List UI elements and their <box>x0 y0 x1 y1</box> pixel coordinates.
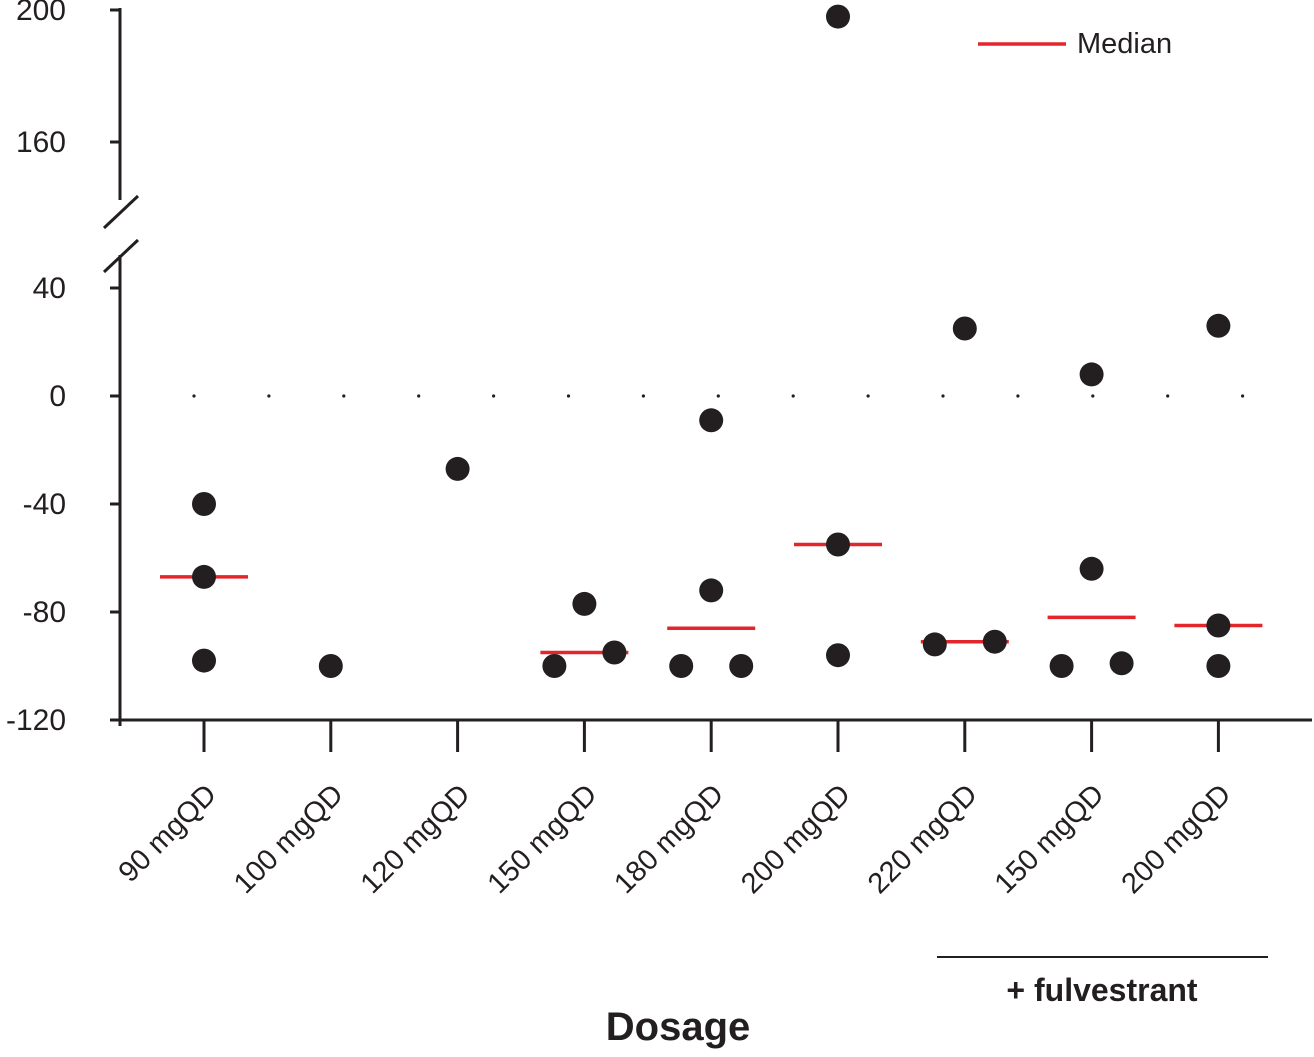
x-tick-label: 200 mgQD <box>1116 778 1238 900</box>
data-point <box>699 408 724 433</box>
reference-dot <box>791 394 795 398</box>
y-tick-label: -40 <box>23 488 66 521</box>
x-tick-label: 90 mgQD <box>113 778 223 888</box>
data-point <box>952 316 977 341</box>
y-tick-label: 200 <box>16 0 66 27</box>
reference-dot <box>641 394 646 398</box>
data-point <box>826 4 850 29</box>
reference-dot <box>1166 394 1170 398</box>
legend-median-label: Median <box>1077 28 1172 60</box>
reference-dot <box>342 394 346 398</box>
x-tick-label: 200 mgQD <box>735 778 857 900</box>
data-point <box>1109 651 1134 676</box>
data-point <box>699 578 724 603</box>
zero-reference-line <box>192 394 1245 398</box>
data-point <box>192 492 216 516</box>
reference-dot <box>866 394 870 398</box>
fulvestrant-group: + fulvestrant <box>937 956 1268 1008</box>
reference-dot <box>716 394 720 398</box>
fulvestrant-label: + fulvestrant <box>1006 972 1198 1008</box>
axis-break-mark-bottom <box>102 238 140 274</box>
data-point <box>192 648 216 673</box>
reference-dot <box>492 394 496 398</box>
axes: -120 -80 -40 0 40 160 200 <box>6 0 1312 737</box>
x-tick-label: 100 mgQD <box>228 778 350 900</box>
data-point <box>572 591 597 616</box>
data-point <box>922 632 947 657</box>
reference-dot <box>267 394 271 398</box>
reference-dot <box>1241 394 1245 398</box>
data-point <box>1049 654 1074 678</box>
data-point <box>729 654 754 678</box>
reference-dot <box>192 394 196 398</box>
y-tick-label: 160 <box>16 126 66 159</box>
y-tick-label: -80 <box>23 596 66 629</box>
data-point <box>1206 654 1231 678</box>
data-point <box>1206 313 1231 338</box>
data-point <box>192 564 216 589</box>
x-axis-title: Dosage <box>606 1005 751 1049</box>
data-point <box>1079 556 1104 581</box>
data-point <box>1206 613 1231 638</box>
data-point <box>318 654 343 678</box>
y-tick-label: -120 <box>6 704 66 737</box>
reference-dot <box>1016 394 1020 398</box>
data-point <box>826 532 850 557</box>
x-tick-label: 150 mgQD <box>989 778 1111 900</box>
data-point <box>542 654 567 678</box>
x-tick-label: 120 mgQD <box>355 778 477 900</box>
y-tick-label: 0 <box>49 380 66 413</box>
reference-dot <box>417 394 421 398</box>
legend: Median <box>978 28 1172 60</box>
y-tick-label: 40 <box>33 272 66 305</box>
reference-dot <box>1091 394 1095 398</box>
reference-dot <box>566 394 571 398</box>
data-point <box>602 640 627 665</box>
data-point <box>445 456 470 481</box>
x-tick-label: 150 mgQD <box>482 778 604 900</box>
x-tick-label: 180 mgQD <box>608 778 730 900</box>
x-tick-labels: 90 mgQD 100 mgQD 120 mgQD 150 mgQD 180 mgQD 2… <box>113 720 1238 900</box>
x-tick-label: 220 mgQD <box>862 778 984 900</box>
axis-break-mark-top <box>102 194 140 230</box>
reference-dot <box>941 394 945 398</box>
data-point <box>669 654 694 678</box>
data-point <box>826 643 850 668</box>
data-point <box>982 629 1007 654</box>
data-point <box>1079 362 1104 387</box>
data-points <box>192 4 1231 678</box>
